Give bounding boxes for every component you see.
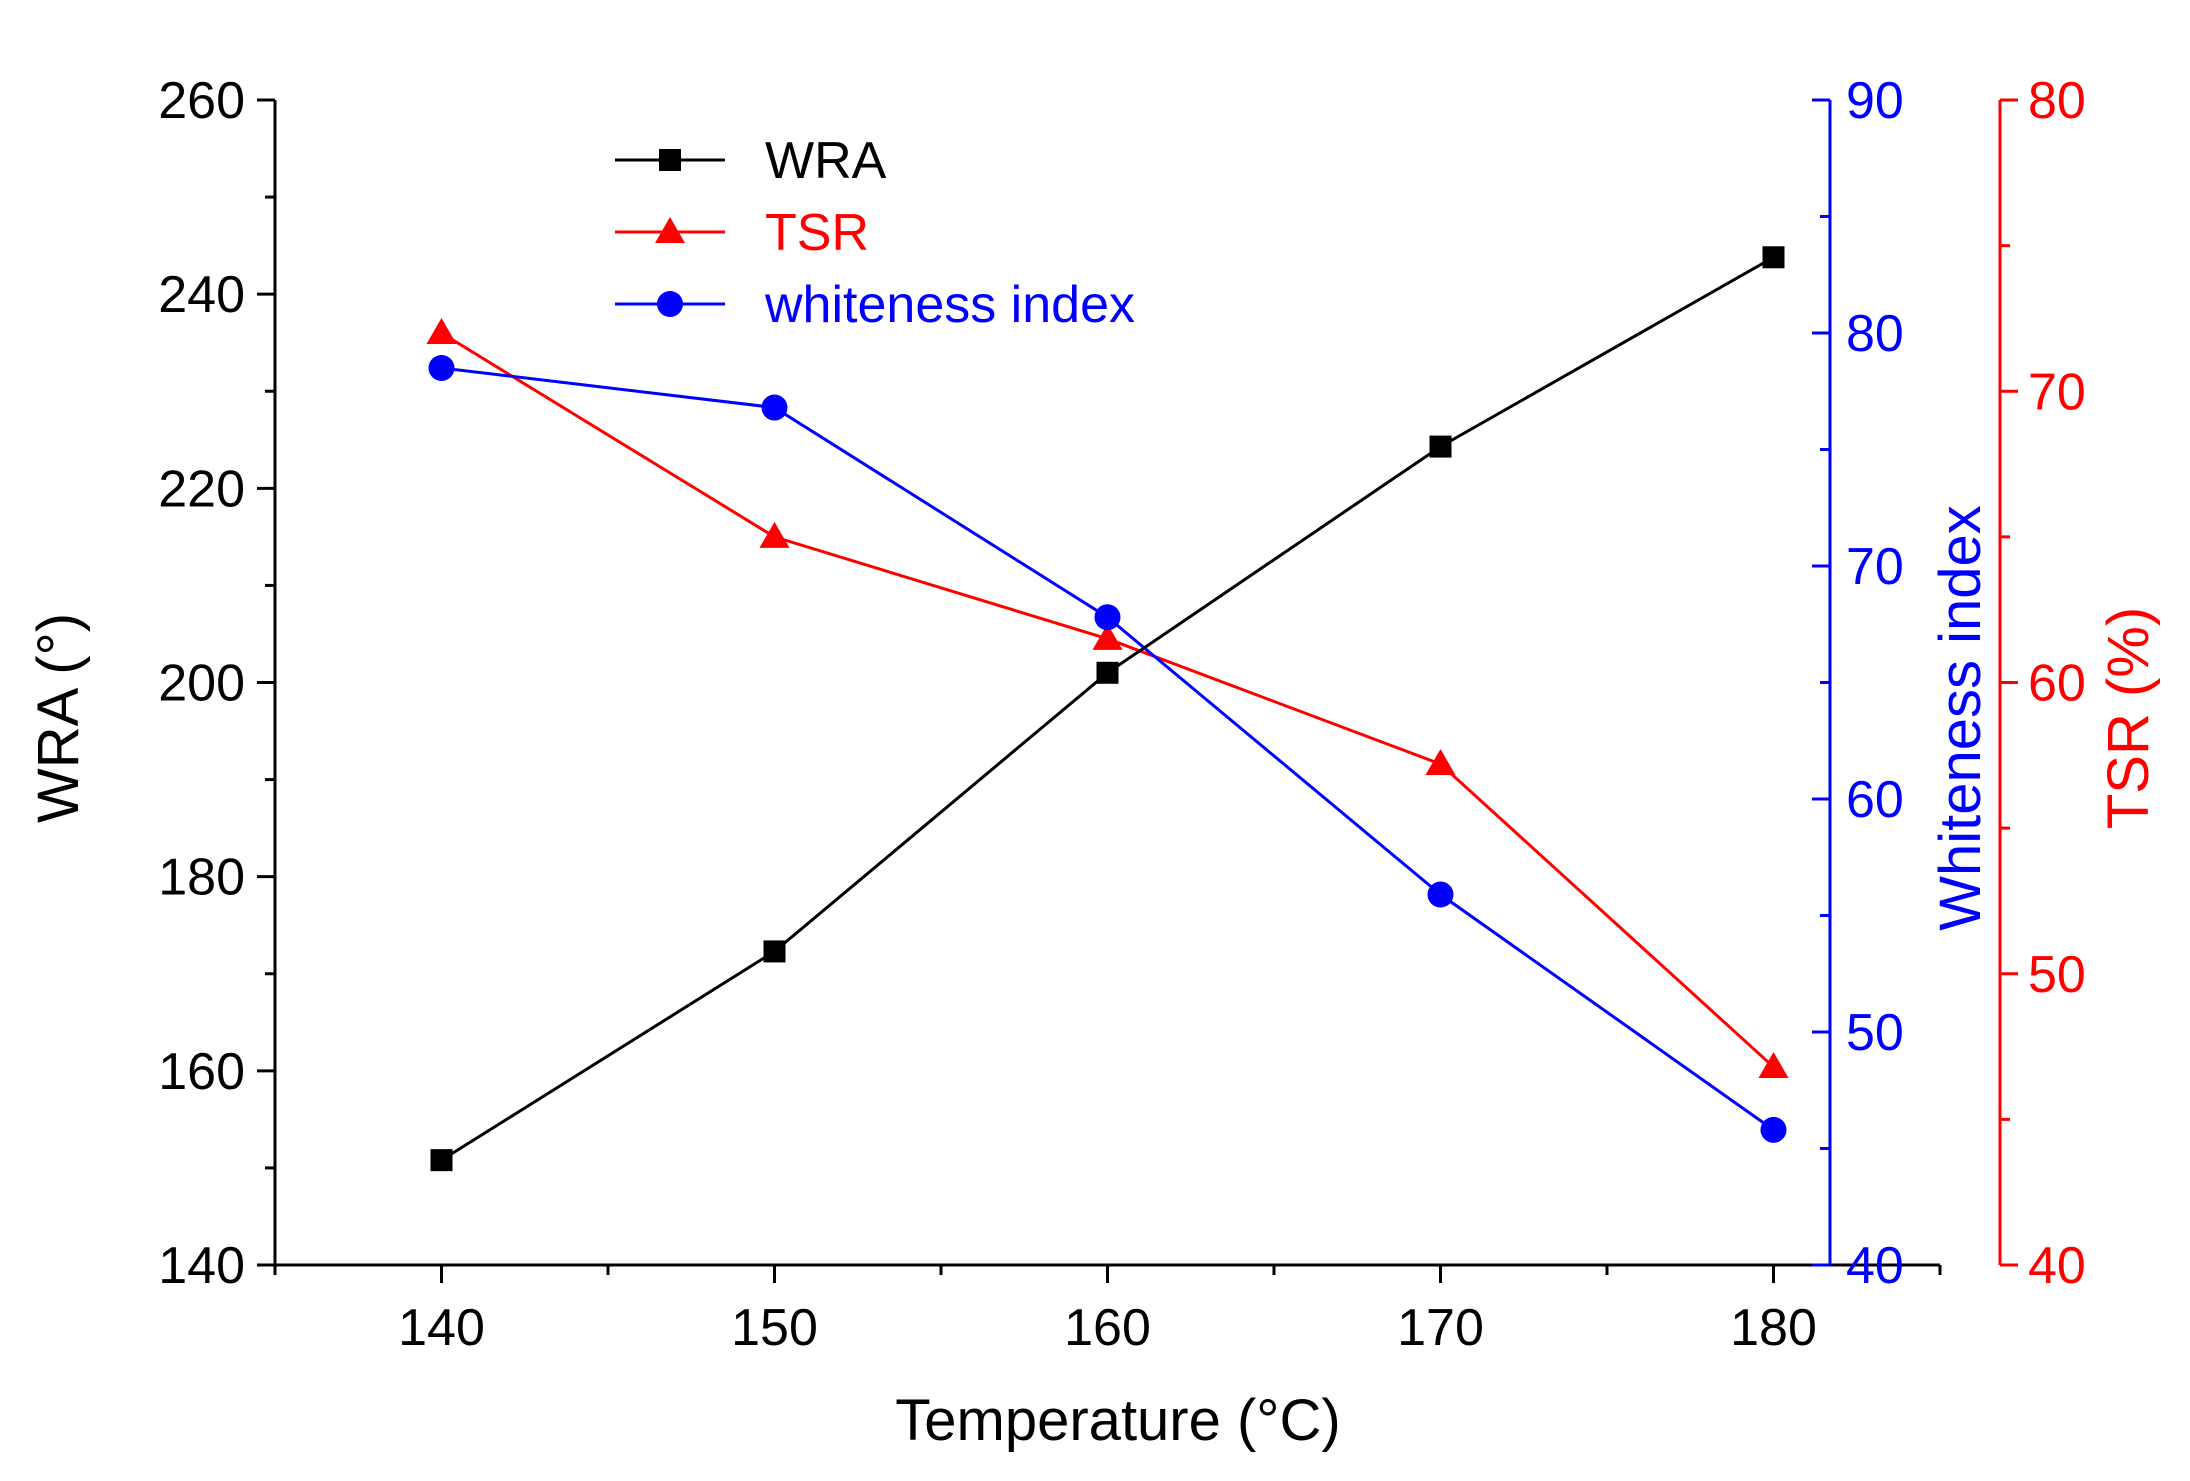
series-layer	[426, 246, 1789, 1172]
axes-layer: 140 150 160 170 180 140 160 180 200 220 240 260 40 50…	[158, 72, 2086, 1357]
y-tick-label-whiteness: 50	[1846, 1004, 1904, 1062]
data-point-tsr	[1758, 1051, 1789, 1078]
x-tick-label: 180	[1730, 1299, 1817, 1357]
x-tick-label: 170	[1397, 1299, 1484, 1357]
y-tick-label-wra: 140	[158, 1237, 245, 1295]
legend-label-tsr: TSR	[765, 204, 869, 262]
legend-marker-tsr	[655, 217, 685, 243]
y-tick-label-whiteness: 70	[1846, 538, 1904, 596]
data-point-whiteness-index	[761, 394, 788, 421]
x-tick-label: 140	[398, 1299, 485, 1357]
series-line-tsr	[440, 331, 1775, 1069]
data-point-wra	[763, 940, 786, 963]
y-tick-label-whiteness: 40	[1846, 1237, 1904, 1295]
y-tick-label-wra: 200	[158, 655, 245, 713]
legend-entry-whiteness-index: whiteness index	[615, 276, 1135, 334]
y-tick-label-whiteness: 80	[1846, 305, 1904, 363]
data-point-wra	[1096, 661, 1119, 684]
series-tsr	[426, 318, 1789, 1078]
series-wra	[430, 246, 1785, 1172]
data-point-wra	[430, 1149, 453, 1172]
y-tick-label-tsr: 80	[2028, 72, 2086, 130]
y-axis-title-whiteness: Whiteness index	[1928, 505, 1993, 931]
series-whiteness-index	[428, 354, 1787, 1143]
data-point-tsr	[1425, 749, 1456, 776]
y-tick-label-wra: 220	[158, 460, 245, 518]
legend-entry-wra: WRA	[615, 132, 887, 190]
data-point-whiteness-index	[1760, 1116, 1787, 1143]
data-point-wra	[1429, 435, 1452, 458]
data-point-whiteness-index	[428, 354, 455, 381]
y-axis-title-wra: WRA (°)	[26, 613, 91, 823]
legend-label-whiteness-index: whiteness index	[764, 276, 1135, 334]
x-axis-title: Temperature (°C)	[895, 1388, 1340, 1453]
legend-entry-tsr: TSR	[615, 204, 869, 262]
x-tick-label: 150	[731, 1299, 818, 1357]
legend-marker-wra	[659, 149, 681, 171]
data-point-whiteness-index	[1427, 881, 1454, 908]
y-tick-label-wra: 180	[158, 849, 245, 907]
y-tick-label-tsr: 60	[2028, 655, 2086, 713]
series-line-whiteness-index	[441, 366, 1775, 1132]
legend: WRA TSR whiteness index	[615, 132, 1135, 334]
legend-label-wra: WRA	[765, 132, 887, 190]
y-tick-label-tsr: 50	[2028, 946, 2086, 1004]
y-tick-label-whiteness: 90	[1846, 72, 1904, 130]
y-tick-label-tsr: 40	[2028, 1237, 2086, 1295]
data-point-whiteness-index	[1094, 604, 1121, 631]
y-tick-label-wra: 160	[158, 1043, 245, 1101]
data-point-tsr	[759, 521, 790, 548]
y-tick-label-wra: 260	[158, 72, 245, 130]
legend-marker-whiteness-index	[657, 291, 683, 317]
y-axis-title-tsr: TSR (%)	[2096, 607, 2161, 829]
y-tick-label-wra: 240	[158, 266, 245, 324]
data-point-tsr	[1092, 623, 1123, 650]
y-tick-label-tsr: 70	[2028, 363, 2086, 421]
x-tick-label: 160	[1064, 1299, 1151, 1357]
data-point-wra	[1762, 246, 1785, 269]
data-point-tsr	[426, 318, 457, 344]
y-tick-label-whiteness: 60	[1846, 771, 1904, 829]
